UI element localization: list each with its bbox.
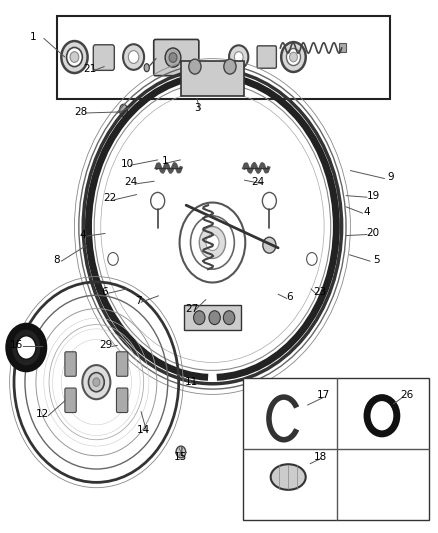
FancyBboxPatch shape bbox=[243, 378, 429, 520]
Circle shape bbox=[61, 41, 88, 73]
Text: 20: 20 bbox=[367, 228, 380, 238]
Circle shape bbox=[82, 365, 110, 399]
Text: 16: 16 bbox=[10, 341, 23, 350]
FancyBboxPatch shape bbox=[154, 39, 199, 76]
Text: 9: 9 bbox=[387, 172, 394, 182]
Circle shape bbox=[123, 44, 144, 70]
Circle shape bbox=[375, 407, 389, 424]
FancyBboxPatch shape bbox=[57, 16, 390, 99]
Text: 1: 1 bbox=[29, 33, 36, 42]
Circle shape bbox=[128, 51, 139, 63]
Text: 22: 22 bbox=[103, 193, 116, 203]
Circle shape bbox=[70, 52, 79, 62]
Text: 21: 21 bbox=[83, 64, 96, 74]
FancyBboxPatch shape bbox=[117, 352, 128, 376]
FancyBboxPatch shape bbox=[93, 45, 114, 70]
Circle shape bbox=[199, 227, 226, 259]
Ellipse shape bbox=[271, 464, 306, 490]
Circle shape bbox=[88, 373, 104, 392]
Circle shape bbox=[234, 52, 243, 62]
Circle shape bbox=[9, 326, 44, 369]
Text: 24: 24 bbox=[124, 177, 137, 187]
Text: 12: 12 bbox=[36, 409, 49, 419]
Text: 28: 28 bbox=[74, 107, 88, 117]
Text: 11: 11 bbox=[185, 377, 198, 387]
Circle shape bbox=[263, 237, 276, 253]
Text: 17: 17 bbox=[317, 391, 330, 400]
Ellipse shape bbox=[176, 446, 186, 458]
Circle shape bbox=[206, 235, 219, 251]
Circle shape bbox=[307, 253, 317, 265]
Ellipse shape bbox=[144, 63, 149, 71]
Text: 1: 1 bbox=[162, 156, 169, 166]
Circle shape bbox=[108, 253, 118, 265]
Circle shape bbox=[281, 42, 306, 72]
Text: 4: 4 bbox=[79, 230, 86, 239]
FancyBboxPatch shape bbox=[339, 43, 346, 52]
Circle shape bbox=[286, 49, 300, 66]
Text: 23: 23 bbox=[313, 287, 326, 296]
Circle shape bbox=[189, 59, 201, 74]
Text: 5: 5 bbox=[373, 255, 380, 264]
Text: 14: 14 bbox=[137, 425, 150, 435]
Text: 4: 4 bbox=[364, 207, 371, 216]
Circle shape bbox=[165, 48, 181, 67]
Circle shape bbox=[67, 47, 82, 67]
Circle shape bbox=[223, 311, 235, 325]
Text: 18: 18 bbox=[314, 452, 327, 462]
Circle shape bbox=[194, 311, 205, 325]
Text: 26: 26 bbox=[400, 391, 413, 400]
Circle shape bbox=[209, 311, 220, 325]
FancyBboxPatch shape bbox=[181, 61, 244, 96]
Text: 10: 10 bbox=[120, 159, 134, 168]
Text: 6: 6 bbox=[286, 292, 293, 302]
Circle shape bbox=[293, 412, 304, 425]
Text: 19: 19 bbox=[367, 191, 380, 200]
Text: 29: 29 bbox=[99, 341, 113, 350]
Ellipse shape bbox=[120, 104, 127, 116]
Text: 3: 3 bbox=[194, 103, 201, 112]
Text: 15: 15 bbox=[174, 452, 187, 462]
Circle shape bbox=[290, 52, 297, 62]
Circle shape bbox=[169, 53, 177, 62]
Circle shape bbox=[229, 45, 248, 69]
Text: 8: 8 bbox=[53, 255, 60, 264]
FancyBboxPatch shape bbox=[257, 46, 276, 68]
Circle shape bbox=[93, 378, 100, 386]
Circle shape bbox=[17, 336, 36, 359]
FancyBboxPatch shape bbox=[184, 305, 241, 330]
Text: 27: 27 bbox=[185, 304, 198, 314]
FancyBboxPatch shape bbox=[117, 388, 128, 413]
FancyBboxPatch shape bbox=[65, 352, 76, 376]
Text: 6: 6 bbox=[101, 287, 108, 296]
Text: 24: 24 bbox=[251, 177, 264, 187]
FancyBboxPatch shape bbox=[65, 388, 76, 413]
Circle shape bbox=[224, 59, 236, 74]
Text: 7: 7 bbox=[134, 296, 141, 306]
